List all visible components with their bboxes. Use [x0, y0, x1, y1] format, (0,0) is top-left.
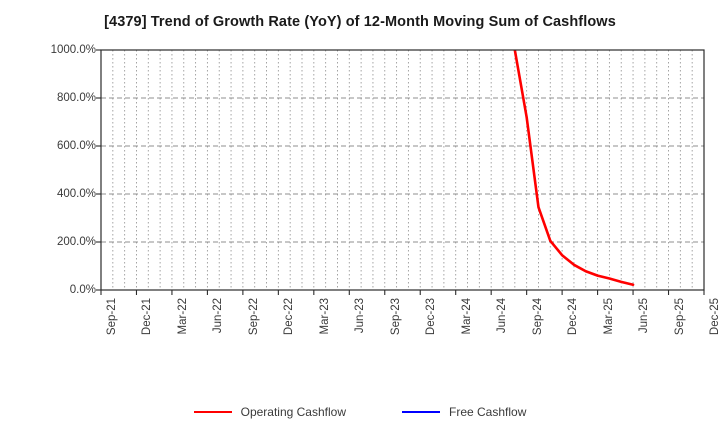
- x-axis-tick-label: Dec-24: [567, 298, 580, 336]
- series-line-operating-cashflow: [513, 50, 635, 287]
- x-axis-tick-label: Mar-24: [460, 298, 473, 335]
- x-axis-tick-label: Dec-22: [283, 298, 296, 336]
- x-axis-tick-label: Sep-25: [673, 298, 686, 336]
- x-axis-tick-label: Jun-23: [354, 298, 367, 334]
- legend-label: Operating Cashflow: [240, 405, 346, 419]
- legend-label: Free Cashflow: [449, 405, 527, 419]
- legend-entry[interactable]: Operating Cashflow: [193, 405, 346, 419]
- x-axis-tick-label: Dec-21: [141, 298, 154, 336]
- x-axis-tick-label: Jun-22: [212, 298, 225, 334]
- y-axis-tick-label: 800.0%: [56, 92, 96, 104]
- y-axis-tick-label: 0.0%: [69, 284, 96, 296]
- x-axis-tick-label: Mar-22: [176, 298, 189, 335]
- legend-color-swatch: [193, 411, 232, 413]
- minor-gridlines-vertical: [112, 50, 693, 290]
- y-axis-tick-label: 200.0%: [56, 236, 96, 248]
- x-axis-tick-label: Mar-25: [602, 298, 615, 335]
- chart-legend: Operating Cashflow Free Cashflow: [0, 405, 720, 419]
- major-gridlines-horizontal: [101, 97, 704, 243]
- x-axis-tick-label: Jun-25: [638, 298, 651, 334]
- x-axis-tick-label: Dec-23: [425, 298, 438, 336]
- x-axis-tick-label: Mar-23: [318, 298, 331, 335]
- y-axis-tick-label: 1000.0%: [50, 44, 96, 56]
- legend-color-swatch: [402, 411, 440, 413]
- x-axis-tick-label: Jun-24: [496, 298, 509, 334]
- y-axis-tick-label: 600.0%: [56, 140, 96, 152]
- plot-frame: [100, 49, 705, 291]
- legend-entry[interactable]: Free Cashflow: [402, 405, 526, 419]
- x-axis-tick-label: Sep-22: [247, 298, 260, 336]
- x-axis-tick-label: Sep-24: [531, 298, 544, 336]
- chart-title: [4379] Trend of Growth Rate (YoY) of 12-…: [104, 14, 616, 30]
- x-axis-tick-label: Sep-23: [389, 298, 402, 336]
- x-axis-tick-marks: [100, 290, 705, 295]
- y-axis-labels: 0.0% 200.0% 400.0% 600.0% 800.0% 1000.0%: [8, 0, 96, 440]
- y-axis-tick-marks: [96, 49, 101, 291]
- x-axis-tick-label: Sep-21: [106, 298, 118, 336]
- x-axis-tick-label: Dec-25: [709, 298, 720, 336]
- y-axis-tick-label: 400.0%: [56, 188, 96, 200]
